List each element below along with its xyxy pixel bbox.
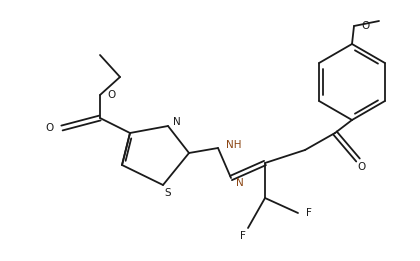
Text: NH: NH: [226, 140, 241, 150]
Text: O: O: [357, 162, 365, 172]
Text: F: F: [240, 231, 246, 241]
Text: O: O: [107, 90, 115, 100]
Text: O: O: [46, 123, 54, 133]
Text: N: N: [173, 117, 181, 127]
Text: F: F: [306, 208, 312, 218]
Text: O: O: [361, 21, 369, 31]
Text: N: N: [236, 178, 244, 188]
Text: S: S: [165, 188, 171, 198]
